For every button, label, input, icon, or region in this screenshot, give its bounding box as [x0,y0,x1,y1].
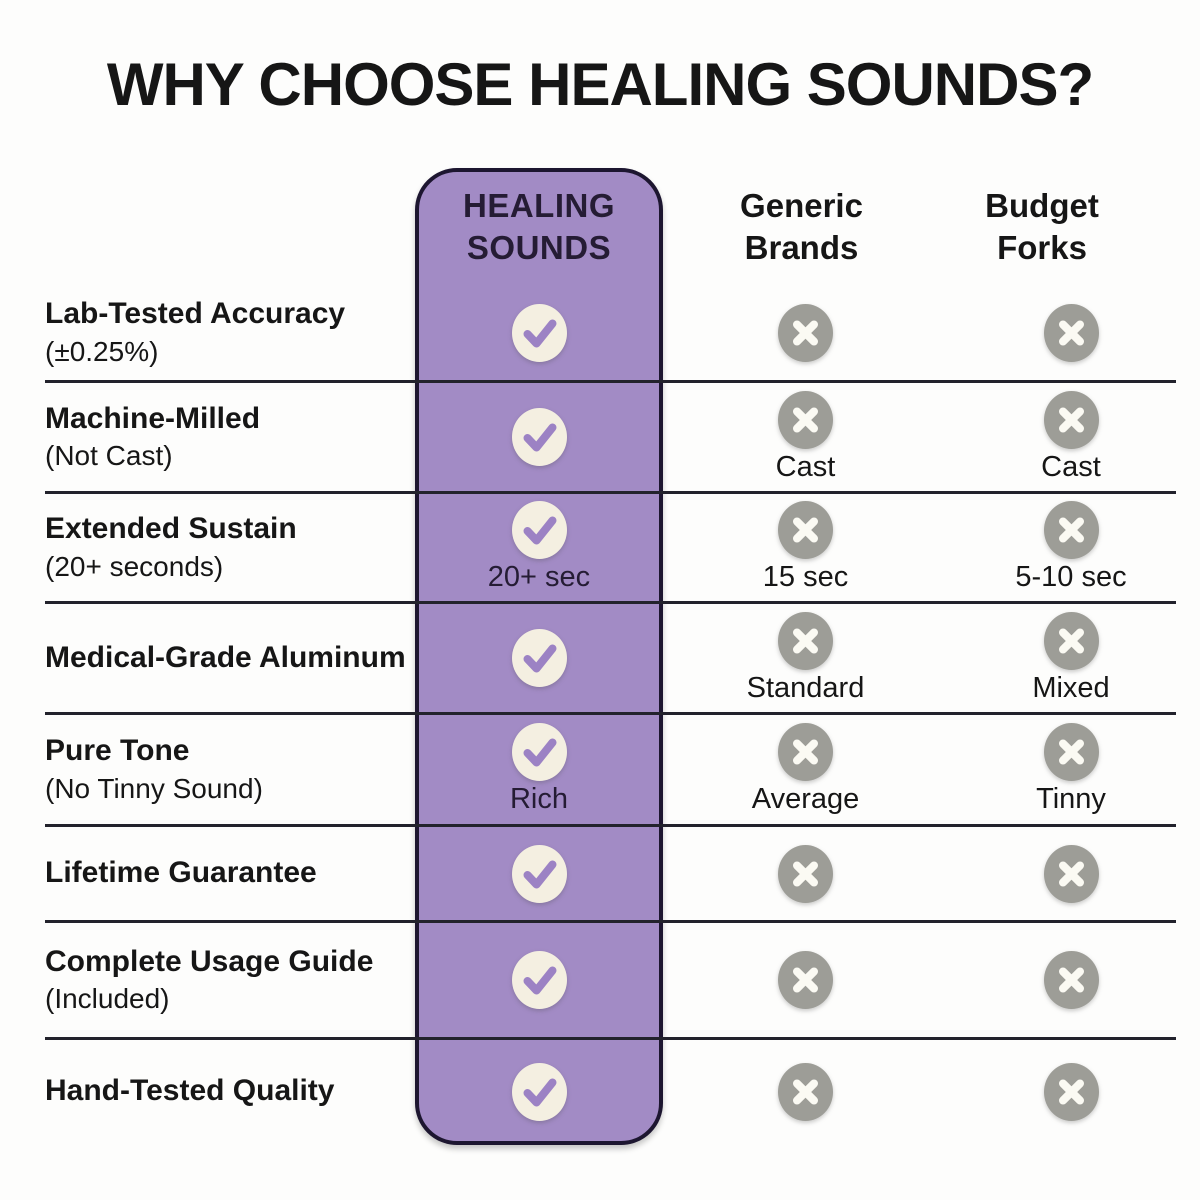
cell-budget-forks [953,827,1189,920]
header-feature-spacer [45,168,415,285]
cell-healing-sounds [415,827,663,920]
cell-note: 15 sec [762,561,849,593]
cell-note: 5-10 sec [1015,561,1127,593]
cell-generic-brands [667,923,944,1037]
cell-budget-forks: Cast [953,383,1189,491]
feature-label: Medical-Grade Aluminum [45,640,406,674]
cross-icon [1043,303,1099,362]
cross-icon [1043,501,1099,559]
cell-healing-sounds: Rich [415,715,663,824]
page-title: WHY CHOOSE HEALING SOUNDS? [106,51,1094,118]
cell-budget-forks [953,923,1189,1037]
feature-cell: Extended Sustain (20+ seconds) [45,494,415,601]
cross-icon [778,501,833,559]
table-header: HEALING SOUNDS Generic Brands Budget For… [45,168,1176,285]
feature-cell: Lab-Tested Accuracy (±0.25%) [45,285,415,380]
table-row: Medical-Grade Aluminum Standard [45,604,1176,715]
check-icon [511,951,567,1009]
cross-icon [778,611,833,670]
check-icon [511,303,567,362]
cell-healing-sounds [415,604,663,712]
check-icon [511,723,567,781]
cell-budget-forks: Tinny [953,715,1189,824]
column-header-label: HEALING SOUNDS [463,187,615,266]
feature-label: Complete Usage Guide [45,944,374,978]
column-header-generic-brands: Generic Brands [663,168,940,285]
column-header-budget-forks: Budget Forks [924,168,1160,285]
cell-budget-forks [953,285,1189,380]
cell-note: Rich [509,783,568,815]
cross-icon [1043,723,1099,781]
cross-icon [778,390,833,449]
feature-cell: Hand-Tested Quality [45,1040,415,1143]
cell-healing-sounds [415,923,663,1037]
cross-icon [1043,1062,1099,1121]
table-body: Lab-Tested Accuracy (±0.25%) [45,285,1176,1143]
cell-healing-sounds: 20+ sec [415,494,663,601]
table-row: Lifetime Guarantee [45,827,1176,923]
feature-cell: Machine-Milled (Not Cast) [45,383,415,491]
cell-healing-sounds [415,285,663,380]
feature-label: Lab-Tested Accuracy [45,297,346,331]
cross-icon [1043,844,1099,903]
feature-cell: Medical-Grade Aluminum [45,604,415,712]
feature-label: Lifetime Guarantee [45,856,317,890]
cell-generic-brands [667,1040,944,1143]
table-row: Hand-Tested Quality [45,1040,1176,1143]
cell-note: Cast [1041,450,1101,483]
feature-cell: Complete Usage Guide (Included) [45,923,415,1037]
feature-detail: (±0.25%) [45,335,159,367]
cross-icon [1043,390,1099,449]
cross-icon [1043,611,1099,670]
table-row: Machine-Milled (Not Cast) Cast [45,383,1176,494]
table-row: Lab-Tested Accuracy (±0.25%) [45,285,1176,383]
cell-note: 20+ sec [487,561,591,593]
check-icon [511,844,567,903]
cross-icon [778,844,833,903]
column-header-healing-sounds: HEALING SOUNDS [415,168,663,285]
cross-icon [1043,951,1099,1009]
column-header-label: Generic Brands [740,187,863,266]
cell-note: Cast [775,450,836,483]
cell-budget-forks: 5-10 sec [953,494,1189,601]
cross-icon [778,303,833,362]
check-icon [511,1062,567,1121]
cell-generic-brands: Cast [667,383,944,491]
cross-icon [778,723,833,781]
cell-generic-brands: Average [667,715,944,824]
feature-cell: Pure Tone (No Tinny Sound) [45,715,415,824]
table-row: Extended Sustain (20+ seconds) 20+ sec 1… [45,494,1176,604]
check-icon [511,408,567,466]
check-icon [511,629,567,687]
feature-detail: (Included) [45,983,170,1015]
cell-generic-brands: 15 sec [667,494,944,601]
feature-detail: (Not Cast) [45,440,173,472]
cell-generic-brands [667,827,944,920]
feature-detail: (No Tinny Sound) [45,772,263,804]
cell-note: Standard [746,671,865,704]
cell-generic-brands [667,285,944,380]
cell-budget-forks: Mixed [953,604,1189,712]
feature-label: Hand-Tested Quality [45,1074,335,1108]
cell-healing-sounds [415,383,663,491]
feature-label: Pure Tone [45,734,190,768]
cross-icon [778,1062,833,1121]
cell-budget-forks [953,1040,1189,1143]
cell-generic-brands: Standard [667,604,944,712]
check-icon [511,501,567,559]
table-row: Complete Usage Guide (Included) [45,923,1176,1040]
feature-cell: Lifetime Guarantee [45,827,415,920]
cell-note: Average [751,783,860,815]
cell-healing-sounds [415,1040,663,1143]
cell-note: Mixed [1032,671,1110,704]
table-row: Pure Tone (No Tinny Sound) Rich Average [45,715,1176,827]
cross-icon [778,951,833,1009]
column-header-label: Budget Forks [985,187,1099,266]
feature-label: Extended Sustain [45,512,297,546]
feature-label: Machine-Milled [45,401,261,435]
cell-note: Tinny [1036,783,1106,815]
feature-detail: (20+ seconds) [45,550,224,582]
